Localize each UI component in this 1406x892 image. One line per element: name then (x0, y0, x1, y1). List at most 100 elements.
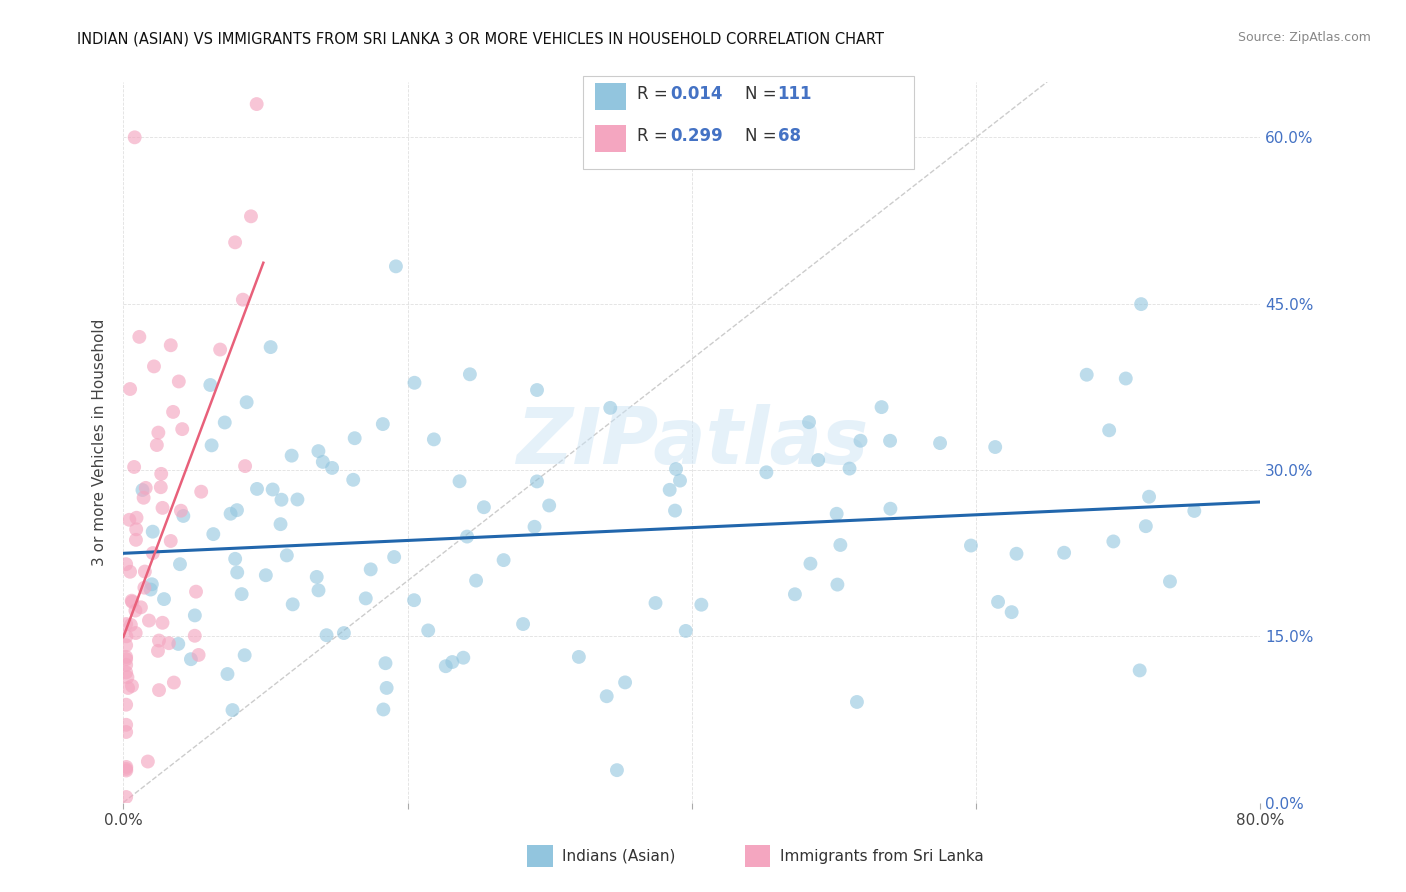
Point (150, 467, 173, 481)
Point (233, 459, 256, 474)
Point (162, 405, 184, 419)
Point (281, 598, 304, 612)
Point (224, 235, 246, 250)
Point (599, 401, 621, 415)
Point (131, 483, 153, 497)
Point (1129, 664, 1152, 678)
Point (115, 557, 138, 571)
Point (125, 510, 148, 524)
Text: Immigrants from Sri Lanka: Immigrants from Sri Lanka (780, 849, 984, 863)
Point (187, 648, 209, 662)
Point (404, 376, 426, 390)
Point (1001, 605, 1024, 619)
Point (568, 649, 591, 664)
Text: R =: R = (637, 85, 673, 103)
Point (441, 655, 464, 669)
Point (163, 675, 186, 690)
Point (124, 604, 146, 618)
Point (360, 562, 382, 576)
Text: INDIAN (ASIAN) VS IMMIGRANTS FROM SRI LANKA 3 OR MORE VEHICLES IN HOUSEHOLD CORR: INDIAN (ASIAN) VS IMMIGRANTS FROM SRI LA… (77, 31, 884, 46)
Point (664, 503, 686, 517)
Point (159, 533, 181, 548)
Point (254, 568, 277, 582)
Point (280, 449, 302, 463)
Point (157, 636, 180, 650)
Point (960, 539, 983, 553)
Point (1076, 368, 1098, 382)
Point (134, 581, 156, 595)
Point (665, 462, 688, 476)
Point (240, 210, 263, 224)
Point (115, 638, 138, 652)
Point (453, 650, 475, 665)
Point (308, 583, 330, 598)
Point (202, 527, 225, 541)
Point (224, 551, 246, 566)
Text: Indians (Asian): Indians (Asian) (562, 849, 676, 863)
Point (201, 438, 224, 452)
Point (136, 755, 159, 769)
Point (115, 764, 138, 778)
Point (121, 595, 143, 609)
Point (305, 570, 328, 584)
Point (458, 368, 481, 382)
Point (644, 596, 666, 610)
Point (121, 679, 143, 693)
Point (1130, 297, 1153, 311)
Point (343, 431, 366, 445)
Point (235, 395, 257, 409)
Point (115, 698, 138, 712)
Point (184, 608, 207, 623)
Point (115, 617, 138, 632)
Point (143, 359, 166, 374)
Point (472, 500, 495, 515)
Point (259, 340, 281, 354)
Point (526, 475, 548, 489)
Point (142, 546, 165, 560)
Point (209, 343, 232, 357)
Point (538, 499, 561, 513)
Point (233, 648, 256, 663)
Point (492, 553, 515, 567)
Point (307, 444, 329, 458)
Point (270, 517, 292, 532)
Point (1182, 504, 1205, 518)
Point (374, 657, 396, 671)
Point (115, 760, 138, 774)
Point (231, 587, 253, 601)
Text: N =: N = (745, 128, 782, 145)
Text: 68: 68 (778, 128, 800, 145)
Point (115, 649, 138, 664)
Point (129, 600, 152, 615)
Point (434, 659, 457, 673)
Point (614, 675, 637, 690)
Point (845, 695, 868, 709)
Point (825, 507, 848, 521)
Point (418, 624, 440, 638)
Point (152, 615, 174, 630)
Point (152, 500, 174, 515)
Point (115, 629, 138, 643)
Point (312, 455, 335, 469)
Point (226, 566, 249, 580)
Point (124, 130, 146, 145)
Point (115, 665, 138, 680)
Point (262, 483, 284, 497)
Point (115, 762, 138, 776)
Point (526, 383, 548, 397)
Point (128, 330, 150, 344)
Text: R =: R = (637, 128, 673, 145)
Point (830, 538, 852, 552)
Point (373, 702, 395, 716)
Point (124, 626, 146, 640)
Point (142, 524, 165, 539)
Point (783, 587, 806, 601)
Point (122, 460, 145, 475)
Point (371, 417, 394, 431)
Point (246, 482, 269, 496)
Point (333, 626, 356, 640)
Point (270, 492, 292, 507)
Point (807, 453, 830, 467)
Point (219, 507, 242, 521)
Point (118, 513, 141, 527)
